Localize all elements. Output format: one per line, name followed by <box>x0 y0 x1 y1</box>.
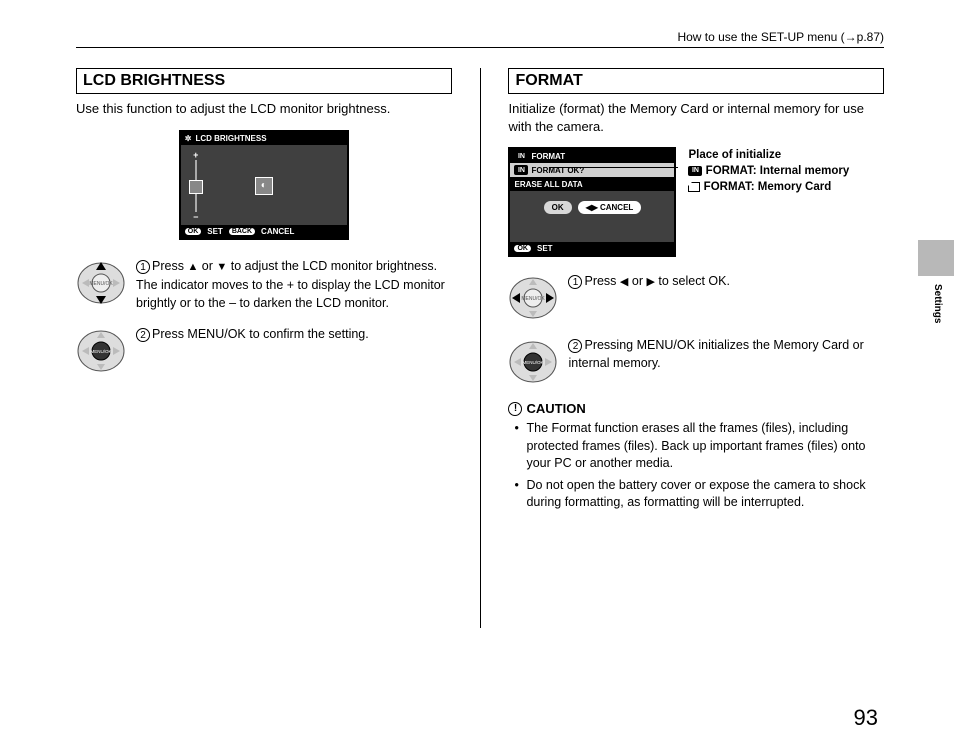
callout-line <box>550 167 678 168</box>
back-pill: BACK <box>229 228 255 235</box>
format-step2-text: 2Pressing MENU/OK initializes the Memory… <box>568 337 884 372</box>
txt: Press <box>152 259 187 273</box>
format-step1-text: 1Press ◀ or ▶ to select OK. <box>568 273 729 291</box>
txt: FORMAT: Internal memory <box>702 165 849 177</box>
txt: Press MENU/OK to confirm the setting. <box>152 327 369 341</box>
format-screen-mock: IN FORMAT IN FORMAT OK? ERASE ALL DATA O… <box>508 147 676 257</box>
txt: to select OK. <box>655 274 730 288</box>
caution-list: The Format function erases all the frame… <box>508 420 884 512</box>
txt: CANCEL <box>600 203 633 212</box>
center-icon: ◐ <box>255 177 273 195</box>
brightness-icon: ✲ <box>185 134 192 143</box>
lcd-screen-mock: ✲ LCD BRIGHTNESS + − ◐ OK SET BACK CANCE… <box>179 130 349 240</box>
lcd-step1-text: 1Press ▲ or ▼ to adjust the LCD monitor … <box>136 258 452 313</box>
lcd-step1-note: The indicator moves to the + to display … <box>136 277 452 312</box>
brightness-slider: + − <box>191 150 201 222</box>
format-screen-row: IN FORMAT IN FORMAT OK? ERASE ALL DATA O… <box>508 147 884 257</box>
lcd-step2-text: 2Press MENU/OK to confirm the setting. <box>136 326 369 344</box>
side-tab-box <box>918 240 954 276</box>
lcd-screen-header: ✲ LCD BRIGHTNESS <box>181 132 347 145</box>
dpad-leftright-icon: MENU/OK <box>508 273 558 323</box>
step-number-1: 1 <box>136 260 150 274</box>
caution-title-text: CAUTION <box>526 401 585 416</box>
lr-arrows-icon: ◀▶ <box>586 203 598 212</box>
minus-icon: − <box>193 212 198 222</box>
fs-buttons: OK ◀▶CANCEL <box>510 201 674 214</box>
up-arrow-icon: ▲ <box>187 261 198 273</box>
svg-text:MENU/OK: MENU/OK <box>522 296 546 302</box>
fs-erase-label: ERASE ALL DATA <box>510 178 674 191</box>
legend-card: FORMAT: Memory Card <box>688 179 849 195</box>
cancel-label: CANCEL <box>261 227 294 236</box>
lcd-screen-header-text: LCD BRIGHTNESS <box>195 134 266 143</box>
mem-in-icon-2: IN <box>514 165 528 175</box>
step-number-1: 1 <box>568 275 582 289</box>
txt: OK <box>552 203 564 212</box>
left-column: LCD BRIGHTNESS Use this function to adju… <box>76 68 452 628</box>
set-label: SET <box>537 244 553 253</box>
step-number-2: 2 <box>568 339 582 353</box>
step-number-2: 2 <box>136 328 150 342</box>
caution-item: Do not open the battery cover or expose … <box>526 477 884 512</box>
caution-icon: ! <box>508 402 522 416</box>
lcd-screen-footer: OK SET BACK CANCEL <box>181 225 347 238</box>
right-column: FORMAT Initialize (format) the Memory Ca… <box>508 68 884 628</box>
legend-internal: IN FORMAT: Internal memory <box>688 163 849 179</box>
fs-header-text: FORMAT <box>531 152 565 161</box>
plus-icon: + <box>193 150 198 160</box>
page-number: 93 <box>854 705 878 731</box>
mem-in-icon-legend: IN <box>688 166 702 176</box>
txt: Press <box>584 274 619 288</box>
page-content: How to use the SET-UP menu (→p.87) LCD B… <box>76 30 884 710</box>
svg-text:MENU/OK: MENU/OK <box>90 349 111 354</box>
fs-footer: OK SET <box>510 242 674 255</box>
set-label: SET <box>207 227 223 236</box>
format-step-1: MENU/OK 1Press ◀ or ▶ to select OK. <box>508 273 884 323</box>
mem-in-icon: IN <box>514 151 528 161</box>
side-tab-label: Settings <box>932 284 943 323</box>
card-icon <box>688 182 700 192</box>
side-tab: Settings <box>918 240 954 320</box>
ok-pill: OK <box>514 245 531 252</box>
breadcrumb: How to use the SET-UP menu (→p.87) <box>76 30 884 48</box>
format-step-2: MENU/OK 2Pressing MENU/OK initializes th… <box>508 337 884 387</box>
lcd-intro: Use this function to adjust the LCD moni… <box>76 100 452 118</box>
down-arrow-icon: ▼ <box>216 261 227 273</box>
caution-heading: ! CAUTION <box>508 401 884 416</box>
svg-text:MENU/OK: MENU/OK <box>523 360 544 365</box>
lcd-brightness-title: LCD BRIGHTNESS <box>76 68 452 94</box>
txt: or <box>628 274 646 288</box>
dpad-updown-icon: MENU/OK <box>76 258 126 308</box>
right-arrow-icon: ▶ <box>646 276 654 288</box>
fs-header: IN FORMAT <box>510 149 674 163</box>
dpad-center-icon: MENU/OK <box>508 337 558 387</box>
lcd-step-2: MENU/OK 2Press MENU/OK to confirm the se… <box>76 326 452 376</box>
fs-ok-button: OK <box>544 201 572 214</box>
fs-cancel-button: ◀▶CANCEL <box>578 201 642 214</box>
two-column-layout: LCD BRIGHTNESS Use this function to adju… <box>76 68 884 628</box>
lcd-step-1: MENU/OK 1Press ▲ or ▼ to adjust the LCD … <box>76 258 452 313</box>
slider-knob <box>189 180 203 194</box>
format-title: FORMAT <box>508 68 884 94</box>
dpad-center-icon: MENU/OK <box>76 326 126 376</box>
ok-pill: OK <box>185 228 202 235</box>
legend-place: Place of initialize <box>688 147 849 163</box>
fs-subheader: IN FORMAT OK? <box>510 163 674 178</box>
txt: or <box>198 259 216 273</box>
format-legend: Place of initialize IN FORMAT: Internal … <box>688 147 849 257</box>
txt: to adjust the LCD monitor brightness. <box>227 259 437 273</box>
svg-text:MENU/OK: MENU/OK <box>89 281 113 287</box>
txt: FORMAT: Memory Card <box>700 181 831 193</box>
column-divider <box>480 68 481 628</box>
format-intro: Initialize (format) the Memory Card or i… <box>508 100 884 135</box>
txt: Pressing MENU/OK initializes the Memory … <box>568 338 863 370</box>
caution-item: The Format function erases all the frame… <box>526 420 884 473</box>
